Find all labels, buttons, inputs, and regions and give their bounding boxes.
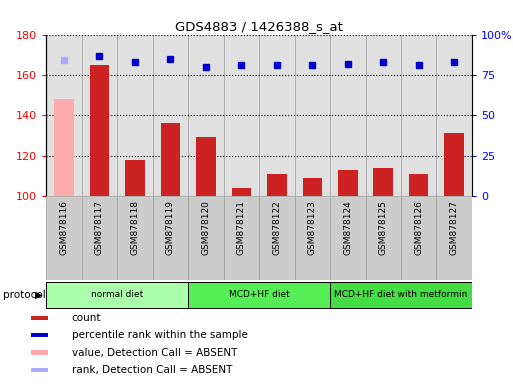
Bar: [365, 35, 401, 196]
Bar: [117, 35, 152, 196]
Bar: [303, 178, 322, 196]
Bar: [373, 167, 393, 196]
Bar: [338, 170, 358, 196]
Bar: [117, 196, 153, 280]
Bar: [46, 282, 188, 308]
Bar: [267, 174, 287, 196]
Bar: [46, 196, 82, 280]
Text: GSM878125: GSM878125: [379, 200, 388, 255]
Bar: [152, 35, 188, 196]
Bar: [437, 196, 472, 280]
Bar: [161, 123, 180, 196]
Bar: [259, 35, 294, 196]
Text: normal diet: normal diet: [91, 290, 143, 299]
Text: GSM878116: GSM878116: [60, 200, 68, 255]
Bar: [224, 196, 259, 280]
Text: GSM878122: GSM878122: [272, 200, 281, 255]
Text: GSM878121: GSM878121: [237, 200, 246, 255]
Text: value, Detection Call = ABSENT: value, Detection Call = ABSENT: [72, 348, 237, 358]
Text: GSM878119: GSM878119: [166, 200, 175, 255]
Bar: [409, 174, 428, 196]
Bar: [125, 160, 145, 196]
Bar: [224, 35, 259, 196]
Text: percentile rank within the sample: percentile rank within the sample: [72, 330, 248, 340]
Bar: [231, 188, 251, 196]
Bar: [401, 196, 437, 280]
Title: GDS4883 / 1426388_s_at: GDS4883 / 1426388_s_at: [175, 20, 343, 33]
Text: GSM878124: GSM878124: [343, 200, 352, 255]
Text: MCD+HF diet with metformin: MCD+HF diet with metformin: [334, 290, 468, 299]
Bar: [401, 35, 437, 196]
Bar: [437, 35, 472, 196]
Text: rank, Detection Call = ABSENT: rank, Detection Call = ABSENT: [72, 365, 232, 375]
Bar: [330, 196, 365, 280]
Text: GSM878123: GSM878123: [308, 200, 317, 255]
Bar: [188, 196, 224, 280]
Bar: [444, 133, 464, 196]
Bar: [294, 35, 330, 196]
Text: GSM878118: GSM878118: [130, 200, 140, 255]
Bar: [188, 282, 330, 308]
Bar: [330, 282, 472, 308]
Bar: [365, 196, 401, 280]
Bar: [54, 99, 74, 196]
Text: count: count: [72, 313, 102, 323]
Bar: [330, 35, 365, 196]
Bar: [31, 368, 48, 372]
Bar: [31, 333, 48, 338]
Bar: [188, 35, 224, 196]
Bar: [259, 196, 294, 280]
Bar: [294, 196, 330, 280]
Bar: [82, 196, 117, 280]
Text: MCD+HF diet: MCD+HF diet: [229, 290, 289, 299]
Bar: [196, 137, 215, 196]
Text: ▶: ▶: [35, 290, 43, 300]
Bar: [82, 35, 117, 196]
Bar: [31, 351, 48, 354]
Text: protocol: protocol: [3, 290, 45, 300]
Text: GSM878117: GSM878117: [95, 200, 104, 255]
Bar: [46, 35, 82, 196]
Bar: [31, 316, 48, 320]
Text: GSM878126: GSM878126: [414, 200, 423, 255]
Bar: [153, 196, 188, 280]
Text: GSM878120: GSM878120: [201, 200, 210, 255]
Bar: [90, 65, 109, 196]
Text: GSM878127: GSM878127: [450, 200, 459, 255]
